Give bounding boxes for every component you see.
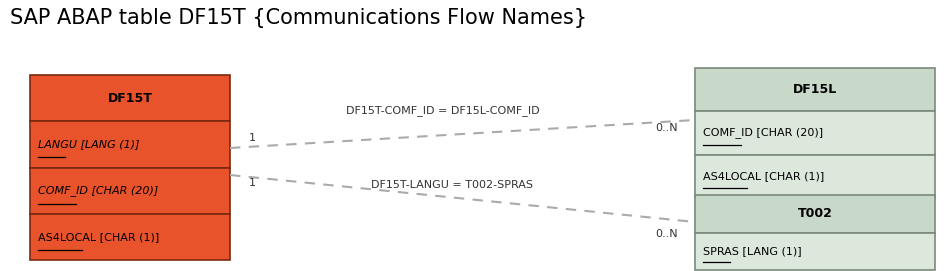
Bar xyxy=(30,214,230,260)
Text: COMF_ID [CHAR (20)]: COMF_ID [CHAR (20)] xyxy=(38,185,158,196)
Text: T002: T002 xyxy=(797,207,832,220)
Bar xyxy=(30,121,230,167)
Text: 1: 1 xyxy=(249,133,255,143)
Text: COMF_ID [CHAR (20)]: COMF_ID [CHAR (20)] xyxy=(703,128,823,138)
Bar xyxy=(30,167,230,214)
Text: DF15L: DF15L xyxy=(792,83,837,96)
Text: 0..N: 0..N xyxy=(656,123,679,133)
Bar xyxy=(695,111,935,155)
Text: 1: 1 xyxy=(249,178,255,188)
Text: AS4LOCAL [CHAR (1)]: AS4LOCAL [CHAR (1)] xyxy=(38,232,159,242)
Text: LANGU [LANG (1)]: LANGU [LANG (1)] xyxy=(38,139,140,149)
Bar xyxy=(695,195,935,233)
Bar xyxy=(695,68,935,111)
Text: SAP ABAP table DF15T {Communications Flow Names}: SAP ABAP table DF15T {Communications Flo… xyxy=(10,8,587,28)
Text: DF15T-COMF_ID = DF15L-COMF_ID: DF15T-COMF_ID = DF15L-COMF_ID xyxy=(345,105,539,116)
Bar xyxy=(30,75,230,121)
Text: SPRAS [LANG (1)]: SPRAS [LANG (1)] xyxy=(703,246,802,256)
Text: AS4LOCAL [CHAR (1)]: AS4LOCAL [CHAR (1)] xyxy=(703,171,825,181)
Text: DF15T: DF15T xyxy=(107,92,153,105)
Text: DF15T-LANGU = T002-SPRAS: DF15T-LANGU = T002-SPRAS xyxy=(371,180,533,191)
Bar xyxy=(695,155,935,198)
Bar xyxy=(695,233,935,270)
Text: 0..N: 0..N xyxy=(656,229,679,239)
